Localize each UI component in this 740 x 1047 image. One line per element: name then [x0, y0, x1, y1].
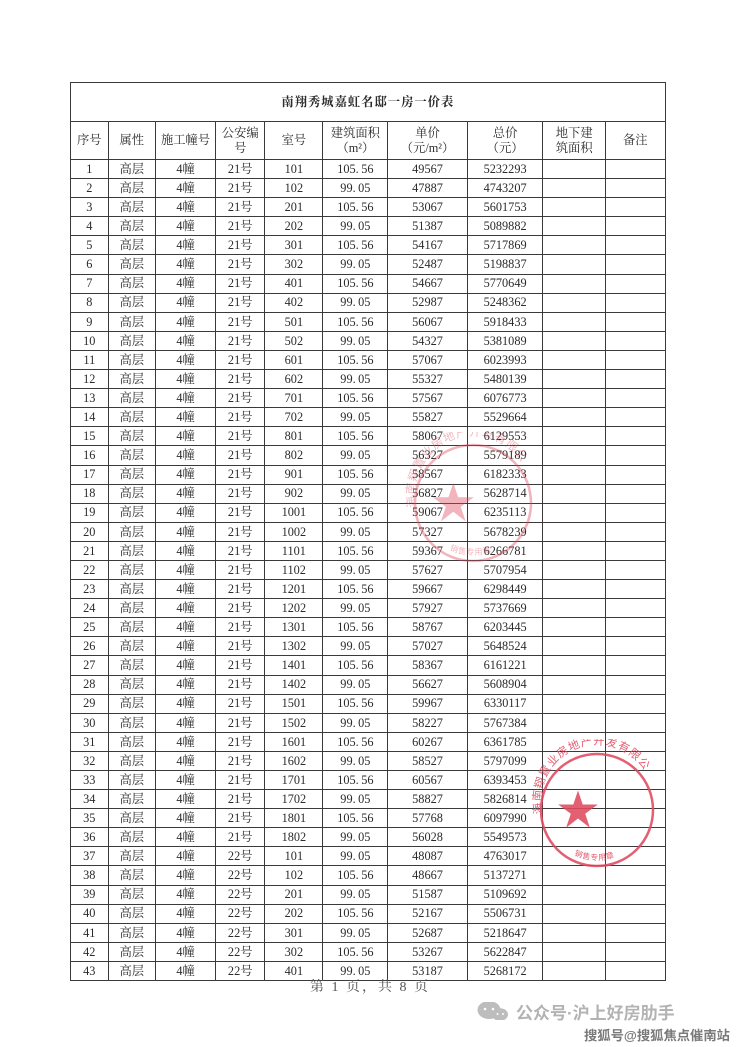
svg-text:销售专用章: 销售专用章: [573, 848, 615, 864]
svg-text:海南翔置业房地产开发有限公: 海南翔置业房地产开发有限公: [402, 432, 533, 509]
svg-text:海南翔置业房地产开发有限公: 海南翔置业房地产开发有限公: [529, 739, 655, 815]
svg-text:销售专用章: 销售专用章: [448, 542, 492, 559]
